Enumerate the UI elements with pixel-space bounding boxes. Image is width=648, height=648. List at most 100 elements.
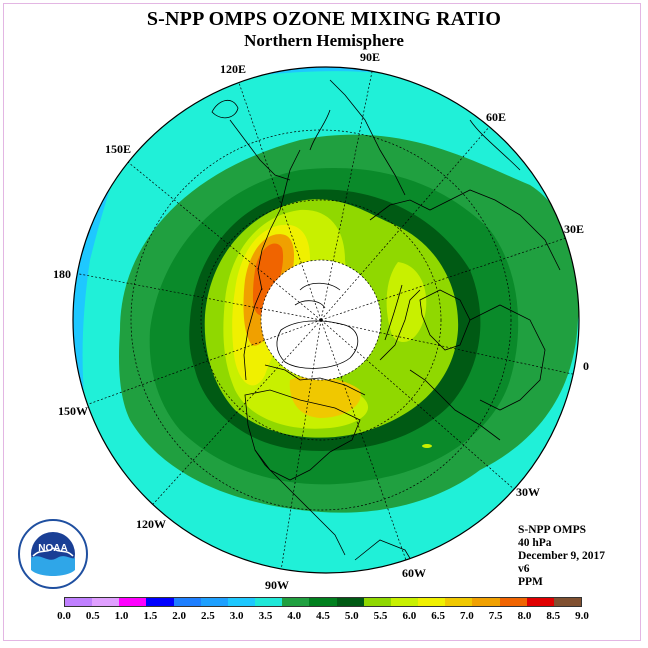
- legend-tick-label: 4.5: [316, 610, 330, 622]
- label-0: 0: [583, 359, 589, 373]
- meridian-150e: [122, 157, 322, 321]
- middle-east-coast: [469, 119, 521, 171]
- legend-swatch: [445, 598, 473, 606]
- info-instrument: S-NPP OMPS: [518, 524, 587, 536]
- legend-tick-label: 6.5: [431, 610, 445, 622]
- label-120w: 120W: [136, 517, 166, 531]
- legend-swatch: [200, 598, 228, 606]
- map-subtitle: Northern Hemisphere: [244, 31, 404, 50]
- latitude-40: [130, 129, 512, 511]
- legend-swatch: [553, 598, 581, 606]
- label-150e: 150E: [105, 142, 132, 156]
- info-units: PPM: [518, 576, 543, 588]
- legend-tick-label: 8.0: [517, 610, 532, 622]
- scandinavia: [419, 289, 471, 351]
- label-60e: 60E: [486, 110, 507, 124]
- label-60w: 60W: [402, 566, 426, 580]
- label-120e: 120E: [220, 62, 247, 76]
- greenland-coast: [379, 289, 421, 361]
- map-title: S-NPP OMPS OZONE MIXING RATIO: [146, 8, 502, 30]
- greenland-east: [384, 284, 403, 341]
- figure-border: [3, 3, 641, 641]
- legend-tick-label: 1.0: [114, 610, 129, 622]
- siberia-coast: [369, 189, 561, 271]
- legend-swatch: [418, 598, 446, 606]
- noaa-logo-wave: [31, 556, 75, 576]
- legend-tick-label: 5.5: [373, 610, 388, 622]
- legend-tick-label: 6.0: [402, 610, 417, 622]
- ozone-field: [73, 67, 579, 573]
- field-lime-east: [386, 262, 427, 343]
- arctic-coast-lines: [294, 282, 341, 309]
- label-90e: 90E: [360, 50, 381, 64]
- info-date: December 9, 2017: [518, 550, 605, 562]
- field-lime-patch: [422, 444, 432, 448]
- legend-swatch: [363, 598, 391, 606]
- noaa-logo-bird: [32, 546, 74, 557]
- legend-tick-label: 7.5: [488, 610, 503, 622]
- china-coast: [229, 119, 291, 181]
- meridian-60w: [320, 319, 408, 564]
- info-version: v6: [518, 563, 530, 575]
- europe-coast: [469, 304, 546, 411]
- map-boundary: [72, 66, 580, 574]
- legend-swatch: [390, 598, 419, 606]
- legend-tick-label: 2.5: [201, 610, 215, 622]
- legend-tick-label: 9.0: [575, 610, 589, 622]
- field-yellow-orange: [289, 376, 361, 418]
- legend-tick-label: 3.0: [229, 610, 244, 622]
- noaa-logo: NOAA: [18, 519, 88, 589]
- meridian-30w: [320, 319, 516, 491]
- legend-tick-label: 1.5: [143, 610, 158, 622]
- latitude-80: [260, 259, 382, 381]
- asia-pacific-coast: [257, 149, 301, 291]
- noaa-logo-text: NOAA: [38, 543, 67, 554]
- label-180: 180: [53, 267, 71, 281]
- legend-swatch: [119, 598, 147, 606]
- color-scale-ticks: 0.0 0.5 1.0 1.5 2.0 2.5 3.0 3.5 4.0 4.5 5.0 5.5 6.0 6…: [0, 610, 648, 624]
- latitude-60: [200, 199, 442, 441]
- legend-swatch: [92, 598, 120, 606]
- legend-swatch: [309, 598, 337, 606]
- meridian-90w: [279, 319, 322, 573]
- legend-swatch: [526, 598, 554, 606]
- legend-tick-label: 7.0: [460, 610, 474, 622]
- legend-tick-label: 3.5: [258, 610, 273, 622]
- legend-swatch: [65, 598, 93, 606]
- meridian-120w: [144, 319, 322, 514]
- legend-tick-label: 2.0: [172, 610, 186, 622]
- label-30e: 30E: [564, 222, 585, 236]
- meridian-60e: [320, 125, 491, 321]
- legend-tick-label: 5.0: [344, 610, 359, 622]
- meridian-90e: [320, 67, 374, 321]
- label-150w: 150W: [58, 404, 88, 418]
- legend-tick-label: 4.0: [287, 610, 302, 622]
- africa-north: [409, 369, 501, 441]
- legend-tick-label: 8.5: [546, 610, 561, 622]
- info-level: 40 hPa: [518, 537, 552, 549]
- legend-swatch: [282, 598, 310, 606]
- product-info: S-NPP OMPS 40 hPa December 9, 2017 v6 PP…: [518, 524, 605, 589]
- label-90w: 90W: [265, 578, 289, 592]
- legend-swatch: [146, 598, 174, 606]
- field-red: [252, 243, 284, 316]
- label-30w: 30W: [516, 485, 540, 499]
- legend-tick-label: 0.5: [85, 610, 100, 622]
- color-scale-bar: [64, 597, 582, 607]
- legend-swatch: [472, 598, 500, 606]
- legend-swatch: [173, 598, 201, 606]
- meridian-150w: [85, 319, 322, 406]
- legend-swatch: [499, 598, 527, 606]
- central-america-coast: [254, 449, 346, 556]
- legend-swatch: [255, 598, 283, 606]
- india-coast: [329, 79, 406, 196]
- legend-tick-label: 0.0: [57, 610, 71, 622]
- legend-swatch: [336, 598, 364, 606]
- alaska-coast: [243, 287, 263, 381]
- graticule: [73, 67, 578, 573]
- meridian-180: [73, 271, 322, 321]
- legend-swatch: [227, 598, 256, 606]
- japan-island: [211, 99, 239, 119]
